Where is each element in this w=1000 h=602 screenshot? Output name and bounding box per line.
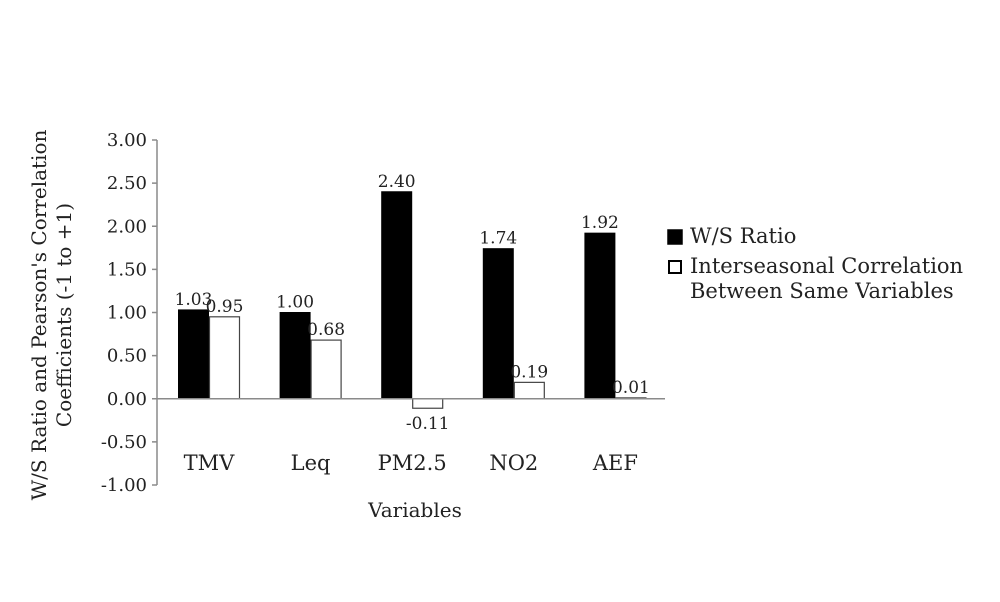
x-category-label: PM2.5 xyxy=(378,451,447,475)
x-axis: TMV Leq PM2.5 NO2 AEF xyxy=(157,398,665,475)
data-label-interseasonal-correlation: 0.01 xyxy=(612,378,650,398)
y-tick-label: 3.00 xyxy=(107,130,147,151)
x-category-label: NO2 xyxy=(489,451,538,475)
y-axis-title-line-2: Coefficients (-1 to +1) xyxy=(52,203,76,427)
y-tick-label: -1.00 xyxy=(101,475,147,496)
y-tick-label: 2.50 xyxy=(107,173,147,194)
y-tick-label: 0.00 xyxy=(107,389,147,410)
legend-label-ws-ratio: W/S Ratio xyxy=(690,224,796,248)
x-axis-title: Variables xyxy=(367,498,462,522)
data-label-interseasonal-correlation: -0.11 xyxy=(406,414,450,434)
bar-interseasonal-correlation xyxy=(208,316,241,400)
legend-label-interseasonal-correlation-line-2: Between Same Variables xyxy=(690,279,954,303)
data-label-interseasonal-correlation: 0.95 xyxy=(206,297,244,317)
bar-ws-ratio xyxy=(482,248,514,400)
bar-interseasonal-correlation xyxy=(412,398,444,409)
y-tick-label: 0.50 xyxy=(107,346,147,367)
x-category-label: AEF xyxy=(592,451,638,475)
data-label-ws-ratio: 2.40 xyxy=(378,172,416,192)
data-label-ws-ratio: 1.92 xyxy=(581,213,619,233)
y-tick-label: 2.00 xyxy=(107,216,147,237)
data-label-ws-ratio: 1.00 xyxy=(276,293,314,313)
y-tick-label: 1.00 xyxy=(107,303,147,324)
y-tick-label: 1.50 xyxy=(107,259,147,280)
data-labels: 1.030.95 1.00 0.68 2.40 -0.11 1.74 0.19 1.92 0.0… xyxy=(175,172,650,434)
legend-swatch-ws-ratio xyxy=(667,229,683,245)
legend-swatch-interseasonal-correlation xyxy=(668,260,682,274)
y-axis-title-line-1: W/S Ratio and Pearson's Correlation xyxy=(27,130,51,501)
data-label-interseasonal-correlation: 0.19 xyxy=(510,362,548,382)
y-axis: 3.00 2.50 2.00 1.50 1.00 0.50 0.00 -0.50 -1.00 xyxy=(101,130,158,496)
bar-ws-ratio xyxy=(381,191,413,400)
y-tick-label: -0.50 xyxy=(101,432,147,453)
bar-ws-ratio xyxy=(178,309,209,400)
data-label-ws-ratio: 1.03 xyxy=(175,290,213,310)
data-label-ws-ratio: 1.74 xyxy=(479,229,517,249)
bar-interseasonal-correlation xyxy=(310,339,342,400)
x-category-label: Leq xyxy=(291,451,331,475)
bar-ws-ratio xyxy=(584,232,616,400)
bar-interseasonal-correlation xyxy=(513,381,545,400)
bars xyxy=(178,191,647,409)
data-label-interseasonal-correlation: 0.68 xyxy=(307,320,345,340)
x-category-label: TMV xyxy=(184,451,236,475)
legend: W/S Ratio Interseasonal Correlation Betw… xyxy=(667,224,963,303)
bar-ws-ratio xyxy=(279,312,311,400)
legend-label-interseasonal-correlation-line-1: Interseasonal Correlation xyxy=(690,254,963,278)
